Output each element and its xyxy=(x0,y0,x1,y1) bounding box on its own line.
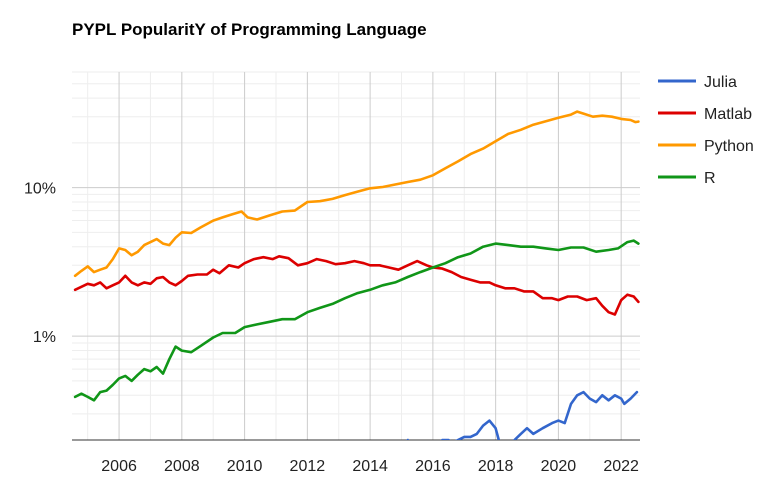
x-tick-label: 2018 xyxy=(478,458,514,475)
y-tick-label: 10% xyxy=(24,181,56,198)
x-tick-label: 2020 xyxy=(541,458,577,475)
minor-gridlines xyxy=(72,71,640,441)
major-gridlines xyxy=(72,72,640,441)
x-tick-label: 2010 xyxy=(227,458,263,475)
y-tick-label: 1% xyxy=(33,329,56,346)
legend-label-python: Python xyxy=(704,138,754,155)
legend: Julia Matlab Python R xyxy=(658,74,754,187)
x-tick-label: 2016 xyxy=(415,458,451,475)
x-tick-label: 2014 xyxy=(352,458,388,475)
series-lines xyxy=(73,110,640,440)
x-tick-label: 2022 xyxy=(603,458,639,475)
x-tick-label: 2006 xyxy=(101,458,137,475)
x-axis-ticks: 2006 2008 2010 2012 2014 2016 2018 2020 2022 xyxy=(101,458,639,475)
series-line-python xyxy=(73,110,640,278)
x-tick-label: 2008 xyxy=(164,458,200,475)
series-line-r xyxy=(73,239,640,402)
series-line-matlab xyxy=(73,255,640,316)
legend-label-r: R xyxy=(704,170,716,187)
chart-title: PYPL PopularitY of Programming Language xyxy=(72,20,427,39)
y-axis-ticks: 1% 10% xyxy=(24,181,56,347)
legend-label-matlab: Matlab xyxy=(704,106,752,123)
legend-label-julia: Julia xyxy=(704,74,737,91)
series-line-julia xyxy=(406,390,639,440)
x-tick-label: 2012 xyxy=(290,458,326,475)
